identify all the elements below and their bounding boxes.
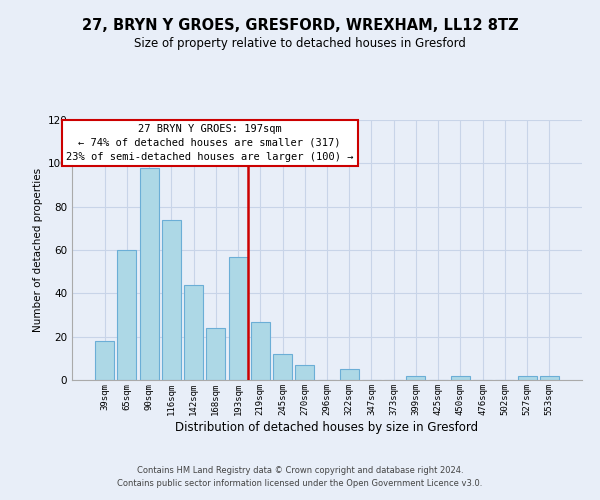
Bar [518,376,536,380]
Bar [229,256,248,380]
Bar [251,322,270,380]
Bar [273,354,292,380]
Text: Size of property relative to detached houses in Gresford: Size of property relative to detached ho… [134,38,466,51]
Bar [184,284,203,380]
Bar [540,376,559,380]
Text: Contains HM Land Registry data © Crown copyright and database right 2024.
Contai: Contains HM Land Registry data © Crown c… [118,466,482,487]
Text: 27 BRYN Y GROES: 197sqm
← 74% of detached houses are smaller (317)
23% of semi-d: 27 BRYN Y GROES: 197sqm ← 74% of detache… [66,124,353,162]
Y-axis label: Number of detached properties: Number of detached properties [33,168,43,332]
Bar [340,369,359,380]
Bar [140,168,158,380]
X-axis label: Distribution of detached houses by size in Gresford: Distribution of detached houses by size … [175,420,479,434]
Bar [406,376,425,380]
Text: 27, BRYN Y GROES, GRESFORD, WREXHAM, LL12 8TZ: 27, BRYN Y GROES, GRESFORD, WREXHAM, LL1… [82,18,518,32]
Bar [118,250,136,380]
Bar [95,341,114,380]
Bar [451,376,470,380]
Bar [295,365,314,380]
Bar [206,328,225,380]
Bar [162,220,181,380]
